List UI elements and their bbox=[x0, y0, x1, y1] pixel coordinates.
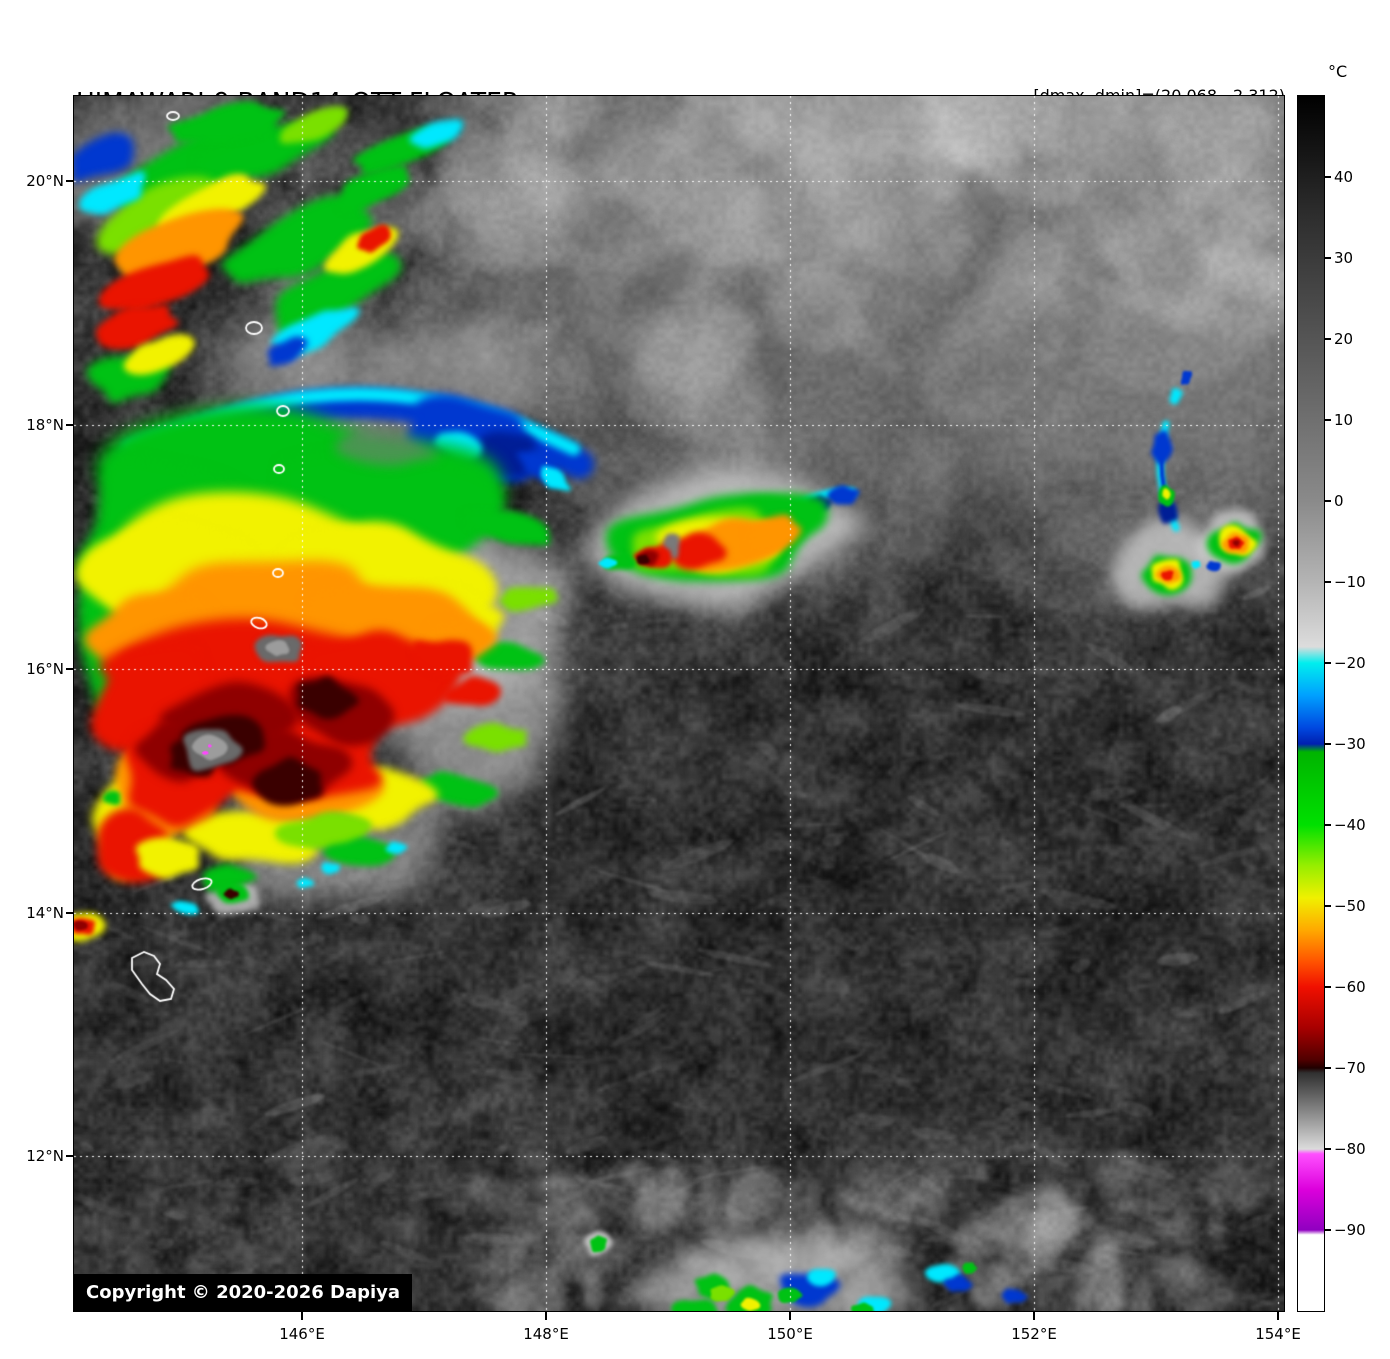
colorbar-tick-label--50: −50 bbox=[1334, 897, 1366, 915]
x-axis-tick bbox=[545, 1312, 547, 1320]
colorbar-tick-label--80: −80 bbox=[1334, 1140, 1366, 1158]
x-axis-label-152°E: 152°E bbox=[1011, 1325, 1057, 1343]
satellite-imagery-canvas bbox=[74, 96, 1284, 1311]
colorbar-tick bbox=[1324, 581, 1331, 583]
x-axis-label-150°E: 150°E bbox=[767, 1325, 813, 1343]
colorbar-tick-label--60: −60 bbox=[1334, 978, 1366, 996]
colorbar-tick bbox=[1324, 743, 1331, 745]
x-axis-tick bbox=[1033, 1312, 1035, 1320]
copyright-badge: Copyright © 2020-2026 Dapiya bbox=[74, 1274, 412, 1311]
colorbar-tick-label-10: 10 bbox=[1334, 411, 1353, 429]
colorbar: 403020100−10−20−30−40−50−60−70−80−90 bbox=[1297, 95, 1325, 1312]
colorbar-tick bbox=[1324, 986, 1331, 988]
colorbar-tick bbox=[1324, 500, 1331, 502]
x-axis-label-146°E: 146°E bbox=[279, 1325, 325, 1343]
colorbar-tick-label--70: −70 bbox=[1334, 1059, 1366, 1077]
colorbar-tick bbox=[1324, 1148, 1331, 1150]
colorbar-tick-label-40: 40 bbox=[1334, 168, 1353, 186]
map-plot-frame: Copyright © 2020-2026 Dapiya 20°N18°N16°… bbox=[73, 95, 1285, 1312]
colorbar-tick bbox=[1324, 1067, 1331, 1069]
colorbar-tick bbox=[1324, 824, 1331, 826]
colorbar-tick bbox=[1324, 905, 1331, 907]
colorbar-tick bbox=[1324, 419, 1331, 421]
colorbar-tick-label--30: −30 bbox=[1334, 735, 1366, 753]
y-axis-tick bbox=[66, 668, 74, 670]
colorbar-tick-label--20: −20 bbox=[1334, 654, 1366, 672]
y-axis-label-16°N: 16°N bbox=[0, 660, 64, 678]
x-axis-tick bbox=[789, 1312, 791, 1320]
colorbar-tick-label-30: 30 bbox=[1334, 249, 1353, 267]
colorbar-tick bbox=[1324, 662, 1331, 664]
y-axis-tick bbox=[66, 424, 74, 426]
y-axis-tick bbox=[66, 912, 74, 914]
y-axis-label-18°N: 18°N bbox=[0, 416, 64, 434]
x-axis-tick bbox=[1277, 1312, 1279, 1320]
colorbar-tick-label--40: −40 bbox=[1334, 816, 1366, 834]
colorbar-tick bbox=[1324, 1229, 1331, 1231]
satellite-product-page: { "header": { "title": "HIMAWARI-9 BAND1… bbox=[0, 0, 1390, 1359]
y-axis-label-14°N: 14°N bbox=[0, 904, 64, 922]
x-axis-label-148°E: 148°E bbox=[523, 1325, 569, 1343]
y-axis-tick bbox=[66, 180, 74, 182]
colorbar-tick bbox=[1324, 176, 1331, 178]
colorbar-tick-label--10: −10 bbox=[1334, 573, 1366, 591]
colorbar-unit: °C bbox=[1328, 62, 1347, 81]
colorbar-tick bbox=[1324, 338, 1331, 340]
y-axis-label-20°N: 20°N bbox=[0, 172, 64, 190]
y-axis-tick bbox=[66, 1155, 74, 1157]
x-axis-label-154°E: 154°E bbox=[1255, 1325, 1301, 1343]
colorbar-tick bbox=[1324, 257, 1331, 259]
colorbar-tick-label--90: −90 bbox=[1334, 1221, 1366, 1239]
y-axis-label-12°N: 12°N bbox=[0, 1147, 64, 1165]
x-axis-tick bbox=[301, 1312, 303, 1320]
colorbar-tick-label-0: 0 bbox=[1334, 492, 1344, 510]
colorbar-tick-label-20: 20 bbox=[1334, 330, 1353, 348]
